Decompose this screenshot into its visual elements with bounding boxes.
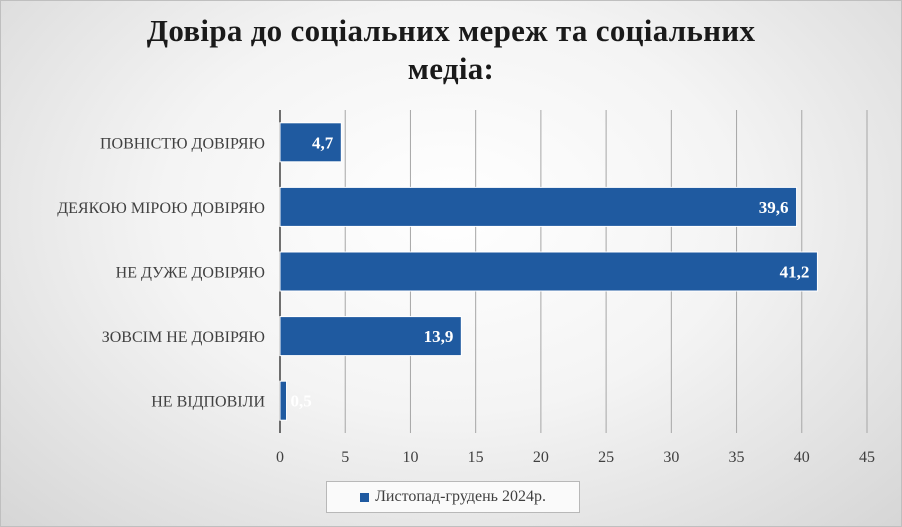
chart-title-line-2: медіа: xyxy=(407,51,495,86)
x-tick-label: 30 xyxy=(663,449,679,466)
data-label: 0,5 xyxy=(291,392,312,411)
data-label: 41,2 xyxy=(780,263,810,282)
category-label: НЕ ДУЖЕ ДОВІРЯЮ xyxy=(116,265,265,282)
legend: Листопад-грудень 2024р. xyxy=(326,481,580,513)
x-tick-label: 25 xyxy=(598,449,614,466)
category-label: ДЕЯКОЮ МІРОЮ ДОВІРЯЮ xyxy=(57,200,265,217)
x-tick-label: 45 xyxy=(859,449,875,466)
chart-title-line-1: Довіра до соціальних мереж та соціальних xyxy=(146,13,756,48)
legend-swatch xyxy=(360,492,370,502)
data-label: 39,6 xyxy=(759,198,789,217)
legend-label: Листопад-грудень 2024р. xyxy=(375,488,546,505)
data-label: 4,7 xyxy=(312,133,334,152)
bar xyxy=(279,186,798,227)
x-tick-label: 5 xyxy=(341,449,349,466)
chart-title: Довіра до соціальних мереж та соціальних… xyxy=(0,12,902,88)
bar xyxy=(279,380,288,421)
category-label: ЗОВСІМ НЕ ДОВІРЯЮ xyxy=(102,329,265,346)
x-tick-label: 20 xyxy=(533,449,549,466)
category-label: НЕ ВІДПОВІЛИ xyxy=(151,394,265,411)
x-tick-label: 0 xyxy=(276,449,284,466)
data-label: 13,9 xyxy=(424,327,454,346)
bar xyxy=(279,122,342,163)
x-tick-label: 40 xyxy=(794,449,810,466)
bar xyxy=(279,316,462,357)
x-tick-label: 15 xyxy=(468,449,484,466)
x-tick-label: 35 xyxy=(729,449,745,466)
x-tick-label: 10 xyxy=(402,449,418,466)
bar xyxy=(279,251,818,292)
category-label: ПОВНІСТЮ ДОВІРЯЮ xyxy=(100,135,265,152)
